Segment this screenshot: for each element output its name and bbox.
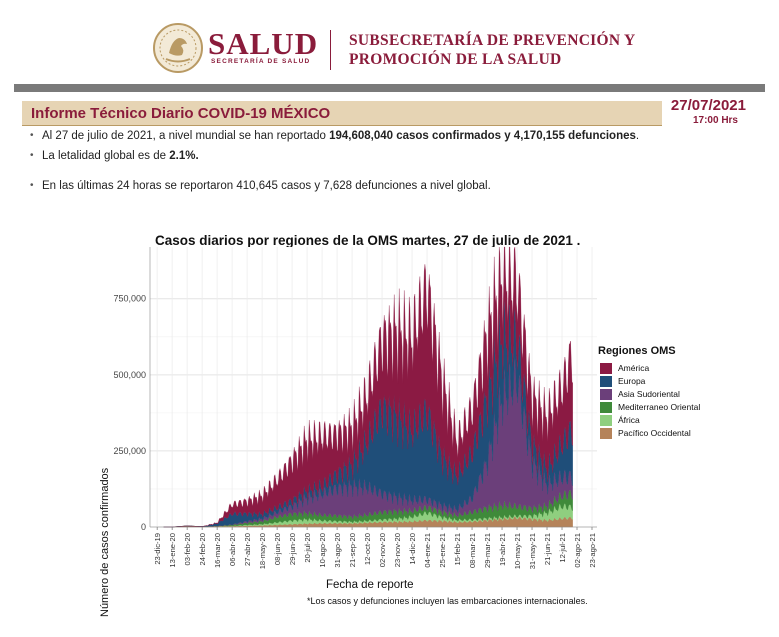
y-tick-label: 500,000 [113,370,146,380]
x-tick-label: 08-jun-20 [273,533,282,565]
bullet-text-plain: En las últimas 24 horas se reportaron 41… [42,180,491,192]
legend-label: Asia Sudoriental [618,389,680,399]
legend-label: África [618,415,640,425]
x-tick-label: 02-nov-20 [378,533,387,567]
legend-items: América Europa Asia Sudoriental Mediterrane… [598,362,700,440]
legend-label: Mediterraneo Oriental [618,402,701,412]
brand-subtitle: SECRETARÍA DE SALUD [211,58,311,65]
x-tick-label: 18-may-20 [258,533,267,569]
report-date: 27/07/2021 [670,97,746,114]
legend-item: Europa [598,375,700,388]
subsecretaria-line-1: SUBSECRETARÍA DE PREVENCIÓN Y [349,32,636,49]
x-tick-label: 12-jul-21 [558,533,567,563]
y-tick-label: 250,000 [113,446,146,456]
x-tick-label: 13-ene-20 [168,533,177,568]
legend-swatch [600,415,612,426]
legend-title: Regiones OMS [598,345,676,357]
x-tick-label: 21-sep-20 [348,533,357,567]
subsecretaria-title: SUBSECRETARÍA DE PREVENCIÓN Y PROMOCIÓN … [349,31,635,69]
cases-chart: Casos diarios por regiones de la OMS mar… [0,222,779,637]
x-tick-label: 08-mar-21 [468,533,477,568]
report-banner: Informe Técnico Diario COVID-19 MÉXICO [22,101,746,126]
mexico-coat-of-arms-icon [153,23,203,73]
header-divider [330,30,331,70]
report-date-box: 27/07/2021 17:00 Hrs [662,97,746,128]
y-tick-label: 0 [141,522,146,532]
x-tick-label: 29-jun-20 [288,533,297,565]
y-tick-label: 750,000 [113,294,146,304]
brand-name: SALUD [208,26,319,61]
x-tick-label: 20-jul-20 [303,533,312,563]
x-tick-label: 31-ago-20 [333,533,342,568]
bullet-dot-icon: • [30,150,34,161]
x-tick-label: 27-abr-20 [243,533,252,566]
x-tick-label: 24-feb-20 [198,533,207,566]
x-tick-label: 10-may-21 [513,533,522,569]
legend-item: Pacífico Occidental [598,427,700,440]
x-tick-label: 23-dic-19 [153,533,162,565]
bullet-text-plain: La letalidad global es de [42,150,170,162]
legend-swatch [600,363,612,374]
bullet-dot-icon: • [30,130,34,141]
legend-item: África [598,414,700,427]
x-tick-label: 03-feb-20 [183,533,192,566]
legend-swatch [600,389,612,400]
subsecretaria-line-2: PROMOCIÓN DE LA SALUD [349,51,562,68]
x-axis-label: Fecha de reporte [326,579,414,591]
legend-label: Europa [618,376,646,386]
legend-swatch [600,376,612,387]
chart-footnote: *Los casos y defunciones incluyen las em… [307,596,588,606]
legend-item: Asia Sudoriental [598,388,700,401]
bullet-text: La letalidad global es de 2.1%. [42,150,199,162]
bullet-dot-icon: • [30,180,34,191]
report-time: 17:00 Hrs [692,115,738,126]
legend-label: América [618,363,650,373]
x-tick-label: 15-feb-21 [453,533,462,566]
x-tick-label: 10-ago-20 [318,533,327,568]
x-tick-label: 31-may-21 [528,533,537,569]
bullet-text: Al 27 de julio de 2021, a nivel mundial … [42,130,639,142]
chart-title: Casos diarios por regiones de la OMS mar… [155,233,581,248]
x-tick-label: 12-oct-20 [363,533,372,565]
report-title: Informe Técnico Diario COVID-19 MÉXICO [31,105,331,122]
x-tick-label: 19-abr-21 [498,533,507,566]
x-tick-label: 29-mar-21 [483,533,492,568]
bullet-text-bold: 194,608,040 casos confirmados y 4,170,15… [329,130,636,142]
x-tick-label: 02-ago-21 [573,533,582,568]
header: SALUD SECRETARÍA DE SALUD SUBSECRETARÍA … [0,0,779,82]
bullet-text-bold: 2.1%. [169,150,199,162]
x-tick-label: 16-mar-20 [213,533,222,568]
x-tick-label: 23-ago-21 [588,533,597,568]
series-area-américa [163,246,573,528]
header-rule [14,84,765,92]
bullet-text: En las últimas 24 horas se reportaron 41… [42,180,491,192]
legend-swatch [600,402,612,413]
legend-item: Mediterraneo Oriental [598,401,700,414]
chart-legend: Regiones OMS América Europa Asia Sudorient… [598,345,700,440]
x-tick-label: 23-nov-20 [393,533,402,567]
legend-item: América [598,362,700,375]
x-tick-label: 21-jun-21 [543,533,552,565]
bullet-text-tail: . [635,130,640,142]
legend-label: Pacífico Occidental [618,428,691,438]
x-tick-label: 06-abr-20 [228,533,237,566]
x-tick-label: 25-ene-21 [438,533,447,568]
chart-plot: 0 250,000 500,000 750,000 23-dic-19 13-ene-20… [113,246,597,569]
legend-swatch [600,428,612,439]
bullet-text-plain: Al 27 de julio de 2021, a nivel mundial … [42,130,330,142]
x-tick-label: 04-ene-21 [423,533,432,568]
x-tick-label: 14-dic-20 [408,533,417,565]
